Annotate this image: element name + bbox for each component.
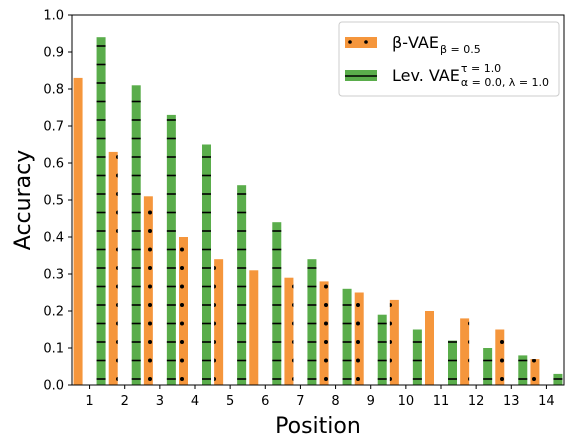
- plot-area: [71, 14, 565, 386]
- y-tick-label: 1.0: [43, 9, 64, 24]
- bar-hatch-series2-pos-1: [96, 37, 106, 385]
- bar-hatch-series2-pos-12: [483, 348, 493, 385]
- bar-hatch-series1-pos-7: [284, 277, 294, 385]
- y-tick-label: 0.3: [43, 268, 64, 283]
- y-tick-label: 0.7: [43, 120, 64, 135]
- x-tick-label: 12: [468, 394, 485, 409]
- x-tick-label: 3: [156, 394, 164, 409]
- bar-hatch-series2-pos-9: [377, 314, 387, 385]
- y-axis: 0.0 0.1 0.2 0.3 0.4 0.5 0.6 0.7 0.8 0.9 1.0: [43, 9, 72, 394]
- bar-hatch-series1-pos-3: [143, 196, 153, 385]
- bar-hatch-series2-pos-4: [202, 144, 211, 385]
- y-tick-label: 0.1: [43, 342, 64, 357]
- bar-hatch-series1-pos-14: [530, 359, 540, 385]
- bar-hatch-series1-pos-11: [425, 311, 434, 385]
- legend-label-series2: Lev. VAE: [392, 66, 460, 85]
- y-tick-label: 0.8: [43, 83, 64, 98]
- y-tick-label: 0.5: [43, 194, 64, 209]
- bar-hatch-series2-pos-3: [166, 114, 176, 386]
- bar-hatch-series1-pos-12: [460, 318, 470, 385]
- legend-superscript-series2: τ = 1.0: [461, 62, 501, 75]
- x-tick-label: 14: [538, 394, 555, 409]
- bar-hatch-series1-pos-5: [214, 259, 224, 385]
- bar-hatch-series2-pos-8: [342, 288, 352, 385]
- x-tick-label: 11: [433, 394, 450, 409]
- bar-hatch-series1-pos-8: [319, 281, 329, 385]
- bar-hatch-series1-pos-9: [354, 292, 364, 385]
- y-tick-label: 0.2: [43, 305, 64, 320]
- bar-hatch-series2-pos-5: [237, 185, 247, 385]
- x-tick-label: 5: [226, 394, 234, 409]
- bar-hatch-series1-pos-4: [179, 237, 188, 385]
- x-tick-label: 9: [367, 394, 375, 409]
- x-tick-label: 8: [331, 394, 339, 409]
- bar-hatch-series2-pos-14: [553, 373, 563, 385]
- legend-swatch-dot: [364, 40, 368, 44]
- legend-subscript-series2: α = 0.0, λ = 1.0: [461, 76, 549, 89]
- x-tick-label: 1: [85, 394, 93, 409]
- y-tick-label: 0.0: [43, 379, 64, 394]
- x-tick-label: 6: [261, 394, 269, 409]
- x-axis-label: Position: [275, 414, 361, 439]
- bar-hatch-series1-pos-13: [495, 329, 505, 385]
- bar-hatch-series2-pos-11: [448, 340, 457, 385]
- y-tick-label: 0.4: [43, 231, 64, 246]
- bar-hatch-series2-pos-13: [518, 355, 528, 385]
- legend-box: [338, 21, 560, 97]
- y-tick-label: 0.9: [43, 46, 64, 61]
- legend-subscript-series1: β = 0.5: [440, 43, 481, 56]
- y-axis-label: Accuracy: [11, 150, 36, 250]
- x-tick-label: 2: [121, 394, 129, 409]
- bar-hatch-series2-pos-7: [307, 259, 317, 385]
- bar-hatch-series1-pos-10: [389, 299, 399, 385]
- legend-swatch-dot: [348, 40, 352, 44]
- legend: β-VAE β = 0.5 Lev. VAE τ = 1.0α = 0.0, λ = …: [338, 21, 560, 97]
- x-tick-label: 13: [503, 394, 520, 409]
- x-tick-label: 10: [398, 394, 415, 409]
- x-tick-label: 7: [296, 394, 304, 409]
- y-tick-label: 0.6: [43, 157, 64, 172]
- bar-hatch-series1-pos-6: [249, 270, 259, 385]
- bar-hatch-series2-pos-2: [131, 85, 141, 386]
- legend-swatch-series1: [345, 37, 377, 48]
- bar-hatch-series1-pos-2: [108, 151, 118, 385]
- bar-hatch-series2-pos-6: [272, 222, 282, 385]
- x-tick-label: 4: [191, 394, 199, 409]
- bar-hatch-series2-pos-10: [412, 329, 422, 385]
- legend-label-series1: β-VAE: [392, 33, 439, 52]
- x-axis: 1 2 3 4 5 6 7 8 9 10 11 12 13 14: [85, 385, 555, 409]
- bar-hatch-series1-pos-1: [73, 77, 83, 386]
